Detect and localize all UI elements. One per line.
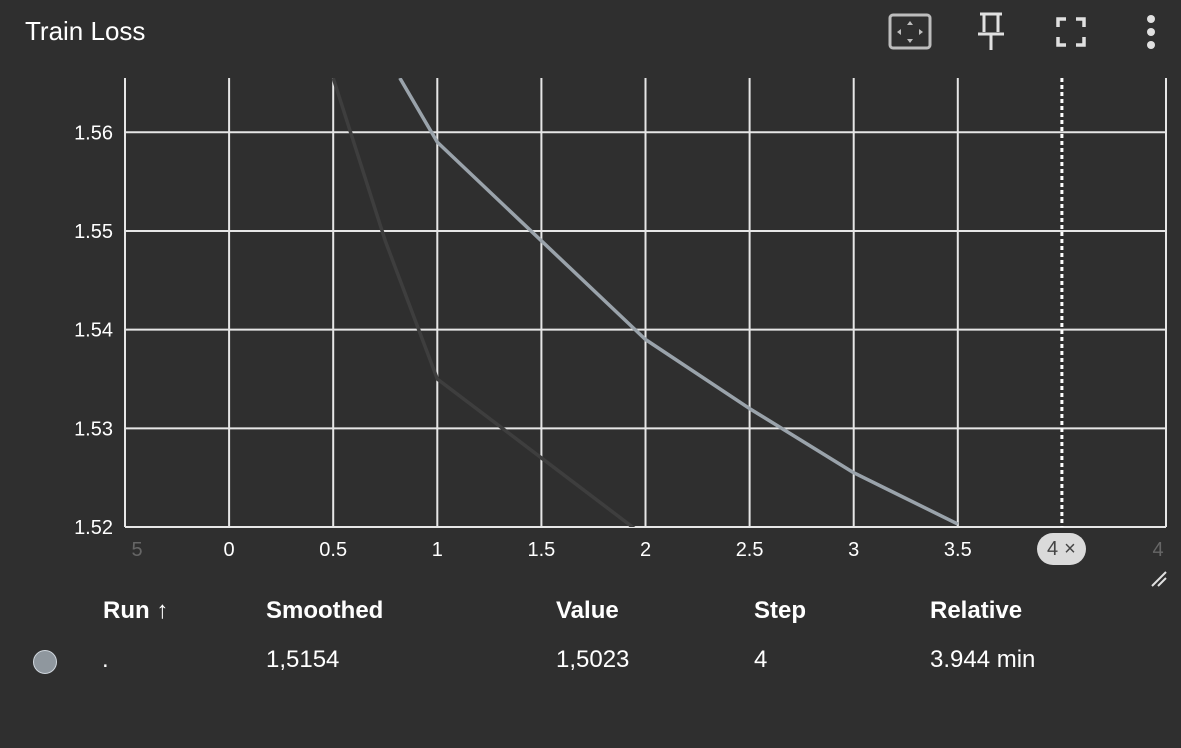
pin-button[interactable] xyxy=(969,12,1013,52)
fit-domain-icon xyxy=(888,13,932,50)
x-tick-label: 1 xyxy=(432,539,443,561)
cell-step: 4 xyxy=(754,646,768,673)
column-header-run[interactable]: Run ↑ xyxy=(103,597,169,624)
cell-run: . xyxy=(102,646,109,673)
x-tick-label: 3.5 xyxy=(944,539,972,561)
x-tick-label: 5 xyxy=(131,539,142,561)
x-tick-label: 0.5 xyxy=(319,539,347,561)
y-tick-label: 1.55 xyxy=(74,221,113,243)
cursor-step-label[interactable]: 4 × xyxy=(1037,533,1086,565)
chart-title: Train Loss xyxy=(25,16,146,46)
y-tick-label: 1.52 xyxy=(74,517,113,539)
fullscreen-button[interactable] xyxy=(1049,12,1093,52)
x-tick-label: 2.5 xyxy=(736,539,764,561)
column-header-value[interactable]: Value xyxy=(556,597,619,624)
series-line-0 xyxy=(398,78,959,526)
series-line-1 xyxy=(331,78,636,527)
x-tick-label: 4 xyxy=(1152,539,1163,561)
column-header-step[interactable]: Step xyxy=(754,597,807,624)
more-vert-icon xyxy=(1147,15,1155,49)
column-header-relative[interactable]: Relative xyxy=(930,597,1023,624)
fit-domain-button[interactable] xyxy=(888,12,932,52)
more-options-button[interactable] xyxy=(1129,12,1173,52)
close-icon[interactable]: × xyxy=(1064,537,1076,560)
cursor-step-value: 4 xyxy=(1047,537,1059,560)
cell-smoothed: 1,5154 xyxy=(266,646,340,673)
run-color-dot xyxy=(33,650,57,674)
cell-value: 1,5023 xyxy=(556,646,630,673)
y-tick-label: 1.56 xyxy=(74,122,113,144)
x-tick-label: 0 xyxy=(224,539,235,561)
y-tick-label: 1.53 xyxy=(74,418,113,440)
y-tick-label: 1.54 xyxy=(74,320,113,342)
x-tick-label: 1.5 xyxy=(527,539,555,561)
loss-chart[interactable]: 1.561.551.541.531.525 0 0.5 1 1.5 2 2.5 3 3.5 4 xyxy=(0,0,1181,580)
fullscreen-icon xyxy=(1056,17,1086,47)
x-tick-label: 2 xyxy=(640,539,651,561)
resize-handle-icon[interactable] xyxy=(1150,570,1168,588)
pin-icon xyxy=(978,12,1004,50)
cell-relative: 3.944 min xyxy=(930,646,1036,673)
x-tick-label: 3 xyxy=(848,539,859,561)
column-header-smoothed[interactable]: Smoothed xyxy=(266,597,384,624)
